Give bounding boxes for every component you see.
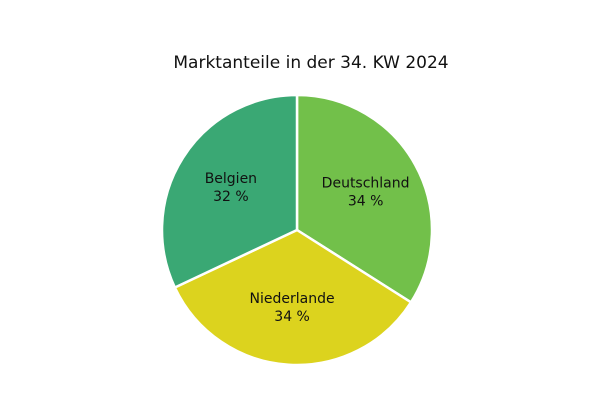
slice-label: Niederlande	[250, 291, 335, 307]
value-label: 34 %	[274, 309, 310, 325]
chart-title: Marktanteile in der 34. KW 2024	[173, 53, 448, 73]
value-label: 32 %	[213, 189, 249, 205]
value-label: 34 %	[348, 193, 384, 209]
slice-label: Deutschland	[322, 175, 410, 191]
slice-label: Belgien	[205, 171, 257, 187]
pie-slice	[160, 93, 299, 290]
pie-slice	[173, 228, 413, 367]
